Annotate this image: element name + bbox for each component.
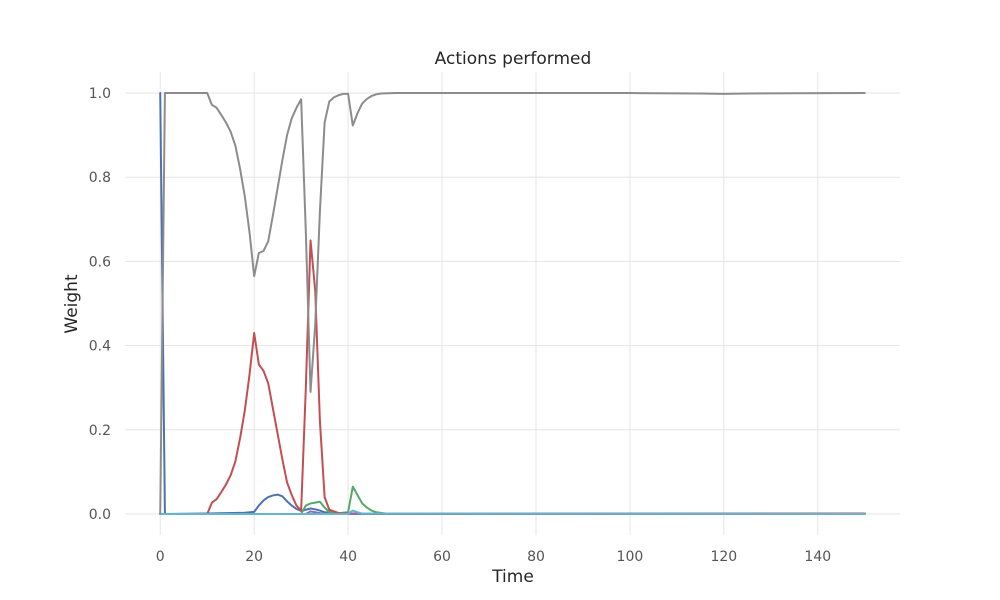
x-tick-label: 60 [433,549,451,565]
series-line-3 [159,239,866,515]
x-tick-label: 80 [527,549,545,565]
y-axis-label: Weight [62,274,82,334]
grid-lines [125,72,900,535]
series-lines [159,92,866,515]
x-axis-label: Time [491,567,534,587]
tick-labels: 0 20 40 60 80 100 120 140 0.0 0.2 0.4 0.6 0.8 1.0 [89,86,831,565]
x-tick-label: 100 [617,549,644,565]
x-tick-label: 120 [710,549,737,565]
y-tick-label: 0.4 [89,339,111,355]
y-tick-label: 0.2 [89,423,111,439]
x-tick-label: 0 [156,549,165,565]
y-tick-label: 1.0 [89,86,111,102]
x-tick-label: 20 [245,549,263,565]
chart-title: Actions performed [435,49,592,69]
y-tick-label: 0.6 [89,254,111,270]
series-line-6 [159,92,866,515]
series-line-2 [159,485,866,515]
x-tick-label: 140 [804,549,831,565]
y-tick-label: 0.8 [89,170,111,186]
series-line-5 [159,509,866,515]
y-tick-label: 0.0 [89,507,111,523]
x-tick-label: 40 [339,549,357,565]
series-line-1 [159,92,866,515]
